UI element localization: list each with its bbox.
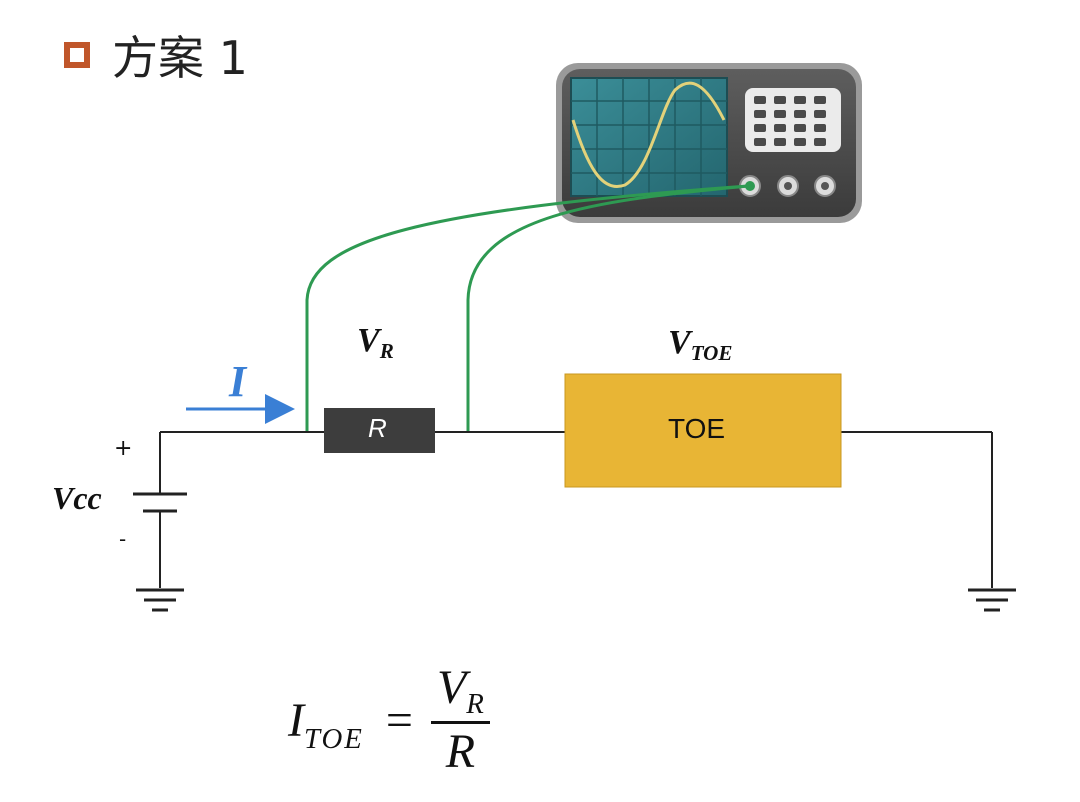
vr-label: VR xyxy=(357,322,394,364)
formula-numerator: VR xyxy=(431,661,490,721)
formula-denominator: R xyxy=(445,724,476,778)
circuit-wires xyxy=(159,431,993,588)
formula-numerator-main: V xyxy=(436,660,467,714)
formula-numerator-sub: R xyxy=(466,687,484,720)
current-label: I xyxy=(229,357,247,406)
scope-keypad xyxy=(745,88,841,152)
sine-wave xyxy=(571,81,726,188)
plus-sign: + xyxy=(114,436,133,461)
vr-label-sub: R xyxy=(379,339,394,364)
scope-connectors xyxy=(739,175,836,197)
formula-equals: = xyxy=(385,693,413,747)
formula-lhs-sub: TOE xyxy=(303,723,364,756)
ground-icon-right xyxy=(968,588,1016,612)
vcc-label: Vcc xyxy=(52,480,102,516)
slide-title: 方案 1 xyxy=(112,31,248,85)
probe-wire-right xyxy=(466,184,749,432)
vtoe-label: VTOE xyxy=(668,324,733,366)
vtoe-label-sub: TOE xyxy=(690,341,733,366)
formula-lhs-main: I xyxy=(288,693,304,747)
formula-fraction: VR R xyxy=(430,661,490,780)
vtoe-label-main: V xyxy=(668,324,691,361)
scope-screen xyxy=(570,77,728,197)
formula-lhs: ITOE xyxy=(288,693,364,756)
oscilloscope xyxy=(556,63,862,223)
minus-sign: - xyxy=(119,527,127,551)
current-formula: ITOE = VR R xyxy=(288,660,490,780)
fraction-bar xyxy=(430,720,490,724)
resistor xyxy=(324,408,435,453)
vr-label-main: V xyxy=(357,322,380,359)
ground-icon-left xyxy=(136,588,184,612)
title-square-icon xyxy=(64,42,90,68)
resistor-label: R xyxy=(368,413,387,443)
battery-symbol xyxy=(133,492,187,513)
probe-wire-left xyxy=(305,184,749,432)
toe-label: TOE xyxy=(668,413,726,444)
toe-component xyxy=(564,373,842,488)
